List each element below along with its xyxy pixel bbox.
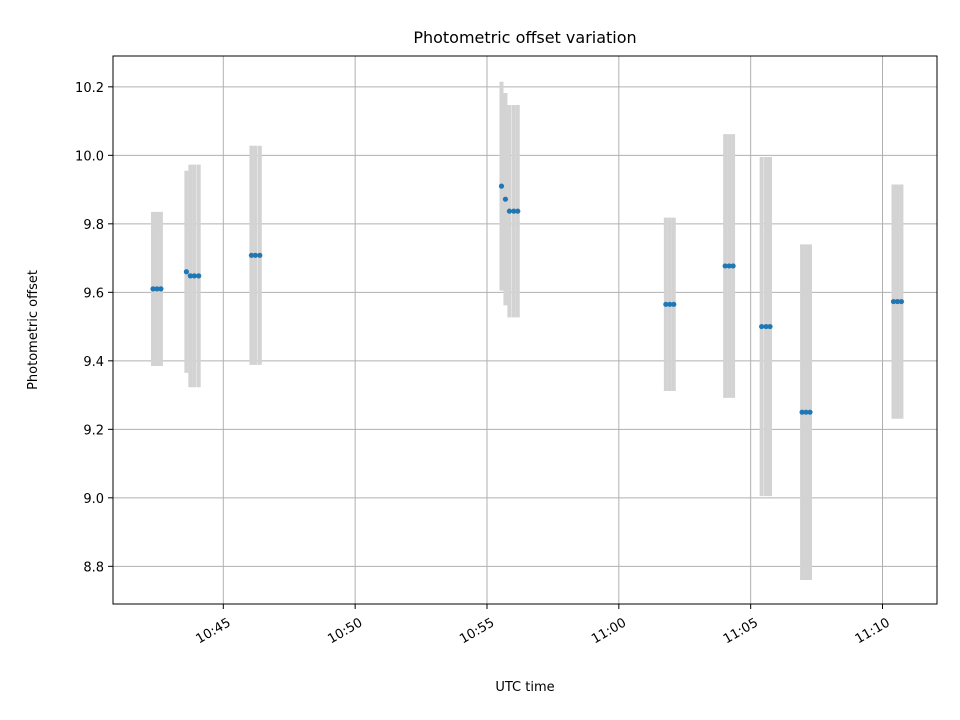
data-point <box>663 301 669 307</box>
data-point <box>726 263 732 269</box>
data-point <box>759 323 765 330</box>
data-point <box>191 273 197 279</box>
data-point <box>515 208 521 214</box>
y-tick-label: 10.0 <box>75 149 104 164</box>
plot-frame <box>112 55 938 605</box>
data-point <box>158 286 164 292</box>
data-point <box>150 286 156 292</box>
data-point <box>154 286 160 292</box>
data-point <box>730 263 736 269</box>
y-tick-label: 9.6 <box>83 286 104 301</box>
data-point <box>763 323 769 330</box>
data-point <box>257 252 263 258</box>
data-point <box>187 273 193 279</box>
data-point <box>248 252 255 258</box>
y-tick-label: 8.8 <box>83 560 104 575</box>
data-point <box>807 409 813 415</box>
x-axis-label: UTC time <box>495 680 554 695</box>
data-point <box>799 409 805 415</box>
data-points <box>150 183 905 415</box>
y-tick-label: 9.4 <box>83 355 104 370</box>
data-point <box>498 183 505 189</box>
data-point <box>183 269 189 275</box>
data-point <box>511 208 517 214</box>
y-tick-label: 10.2 <box>75 81 104 96</box>
data-point <box>803 409 809 415</box>
chart-title: Photometric offset variation <box>413 28 636 47</box>
data-point <box>502 196 509 202</box>
data-point <box>671 301 677 307</box>
data-point <box>894 298 901 305</box>
data-point <box>898 298 905 305</box>
y-tick-label: 9.8 <box>83 218 104 233</box>
y-axis-ticks: 8.8 9.0 9.2 9.4 9.6 9.8 10.0 10.2 <box>75 81 113 575</box>
data-point <box>506 208 512 214</box>
data-point <box>196 273 202 279</box>
data-point <box>890 298 897 305</box>
data-point <box>767 323 773 330</box>
y-tick-label: 9.2 <box>83 423 104 438</box>
data-point <box>667 301 673 307</box>
data-point <box>722 263 728 269</box>
data-point <box>252 252 258 258</box>
y-tick-label: 9.0 <box>83 492 104 507</box>
y-axis-label: Photometric offset <box>26 270 41 390</box>
